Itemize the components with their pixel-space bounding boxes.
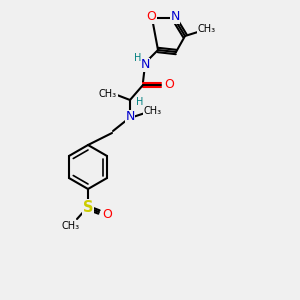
Text: O: O — [146, 11, 156, 23]
Text: CH₃: CH₃ — [62, 221, 80, 231]
Text: H: H — [136, 97, 144, 107]
Text: H: H — [134, 53, 142, 63]
Text: O: O — [164, 79, 174, 92]
Text: N: N — [125, 110, 135, 124]
Text: N: N — [170, 11, 180, 23]
Text: CH₃: CH₃ — [99, 89, 117, 99]
Text: S: S — [83, 200, 93, 214]
Text: CH₃: CH₃ — [198, 24, 216, 34]
Text: O: O — [102, 208, 112, 220]
Text: CH₃: CH₃ — [144, 106, 162, 116]
Text: N: N — [140, 58, 150, 71]
